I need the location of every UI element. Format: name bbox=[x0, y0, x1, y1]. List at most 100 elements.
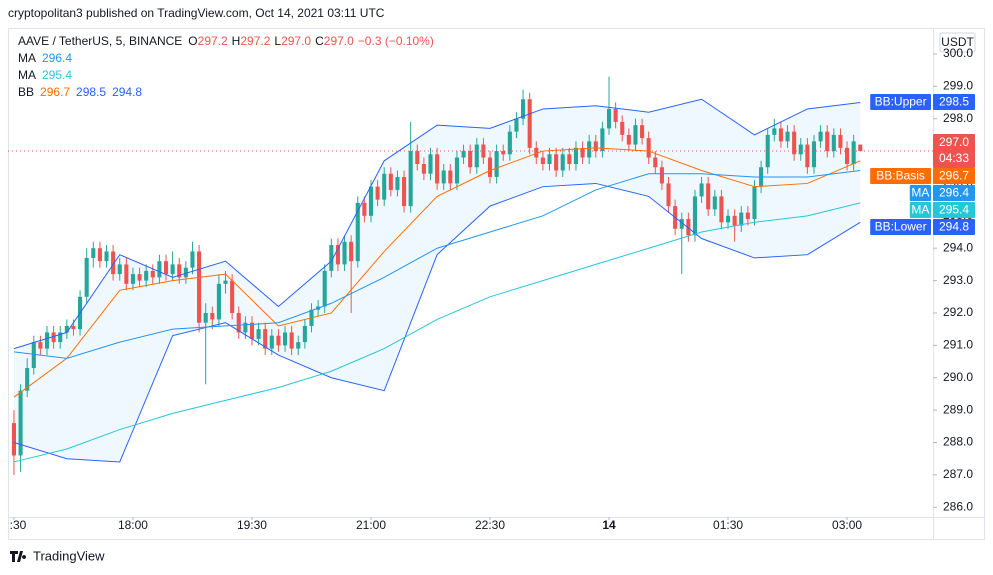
candle-body bbox=[38, 342, 43, 349]
candle-body bbox=[375, 186, 380, 200]
legend-ohlc-value: 297.0 bbox=[324, 34, 354, 48]
y-tick-label: 292.0 bbox=[943, 305, 973, 319]
candle-body bbox=[725, 215, 731, 223]
candle-body bbox=[719, 196, 724, 223]
candle-body bbox=[170, 264, 175, 275]
candle-body bbox=[44, 332, 50, 349]
y-tick-label: 300.0 bbox=[943, 46, 973, 60]
legend-ohlc-value: 297.2 bbox=[198, 34, 228, 48]
legend-row: AAVE / TetherUS, 5, BINANCE O297.2 H297.2 L… bbox=[18, 34, 434, 48]
last-price-box bbox=[933, 134, 975, 169]
candle-body bbox=[659, 167, 664, 184]
candle-body bbox=[111, 251, 116, 275]
indicator-line bbox=[13, 202, 861, 463]
candle-body bbox=[216, 283, 221, 320]
candle-body bbox=[851, 141, 856, 165]
candle-body bbox=[732, 215, 737, 226]
candle-body bbox=[18, 390, 23, 456]
candle-body bbox=[811, 141, 817, 168]
candle-body bbox=[58, 332, 63, 343]
candle-body bbox=[646, 138, 651, 158]
candle-body bbox=[263, 329, 268, 349]
candle-body bbox=[699, 183, 704, 197]
currency-label: USDT bbox=[941, 35, 974, 49]
countdown-label: 04:33 bbox=[939, 151, 969, 165]
currency-box bbox=[939, 32, 976, 53]
candle-body bbox=[256, 329, 261, 339]
candle-body bbox=[487, 157, 493, 177]
series-value-box bbox=[933, 93, 975, 110]
indicator-line bbox=[13, 147, 861, 398]
candle-body bbox=[666, 183, 671, 207]
y-tick-label: 289.0 bbox=[943, 402, 973, 416]
candle-body bbox=[818, 131, 823, 142]
x-tick-label: 21:00 bbox=[356, 518, 386, 532]
candle-body bbox=[785, 131, 790, 142]
candle-body bbox=[157, 261, 162, 278]
legend-ma-name: MA bbox=[18, 68, 36, 82]
candle-body bbox=[752, 186, 757, 220]
candle-body bbox=[415, 151, 420, 165]
series-value-label: 298.5 bbox=[939, 95, 969, 109]
legend-change: −0.3 (−0.10%) bbox=[358, 34, 434, 48]
candle-body bbox=[408, 151, 413, 207]
candle-body bbox=[362, 202, 367, 216]
candle-body bbox=[706, 183, 711, 210]
candle-body bbox=[540, 157, 545, 165]
x-tick-label: 22:30 bbox=[475, 518, 505, 532]
candle-body bbox=[197, 251, 202, 323]
last-price-label: 297.0 bbox=[939, 135, 969, 149]
candle-body bbox=[765, 134, 770, 168]
indicator-line bbox=[13, 98, 861, 350]
candle-body bbox=[554, 154, 559, 171]
footer-logo bbox=[10, 551, 27, 562]
y-tick-label: 288.0 bbox=[943, 435, 973, 449]
candle-body bbox=[104, 251, 109, 262]
x-tick-label: 19:30 bbox=[237, 518, 267, 532]
plot-area bbox=[11, 76, 863, 475]
overlay: 286.0 287.0 288.0 289.0 290.0 291.0 292.0 293.0… bbox=[8, 34, 975, 532]
candle-body bbox=[692, 196, 698, 236]
candle-body bbox=[448, 170, 453, 184]
candle-body bbox=[335, 244, 340, 265]
legend-row: BB 296.7 298.5 294.8 bbox=[18, 85, 142, 99]
series-name-box bbox=[870, 219, 931, 236]
candle-body bbox=[587, 141, 592, 158]
candle-body bbox=[494, 151, 499, 177]
candle-body bbox=[712, 196, 717, 210]
candle-body bbox=[388, 173, 393, 190]
candle-body bbox=[395, 176, 400, 190]
candle-body bbox=[421, 164, 426, 174]
legend-symbol: AAVE / TetherUS, 5, BINANCE bbox=[18, 34, 182, 48]
candle-body bbox=[190, 251, 195, 268]
series-name-box bbox=[870, 93, 931, 110]
candle-body bbox=[428, 154, 433, 174]
candle-body bbox=[613, 108, 618, 122]
y-tick-label: 293.0 bbox=[943, 273, 973, 287]
candle-body bbox=[441, 170, 446, 184]
candle-body bbox=[686, 219, 691, 236]
candle-body bbox=[349, 241, 354, 262]
series-name-box bbox=[870, 168, 931, 185]
candle-body bbox=[203, 312, 208, 323]
candle-body bbox=[454, 157, 459, 184]
candle-body bbox=[560, 154, 565, 171]
candle-body bbox=[514, 118, 519, 132]
legend-ma-name: MA bbox=[18, 51, 36, 65]
candle-body bbox=[210, 312, 215, 320]
series-value-label: 295.4 bbox=[939, 203, 969, 217]
candle-body bbox=[117, 264, 122, 275]
candle-body bbox=[435, 154, 440, 184]
series-value-box bbox=[933, 202, 975, 219]
indicator-line bbox=[13, 169, 861, 359]
candle-body bbox=[798, 144, 803, 155]
candle-body bbox=[778, 128, 783, 142]
candle-body bbox=[11, 423, 17, 456]
candle-body bbox=[84, 257, 89, 297]
series-value-label: 296.7 bbox=[939, 169, 969, 183]
candle-body bbox=[368, 186, 374, 216]
candle-body bbox=[382, 173, 387, 200]
candle-body bbox=[831, 134, 836, 152]
legend-ohlc-value: 297.2 bbox=[240, 34, 270, 48]
candle-body bbox=[402, 176, 407, 207]
